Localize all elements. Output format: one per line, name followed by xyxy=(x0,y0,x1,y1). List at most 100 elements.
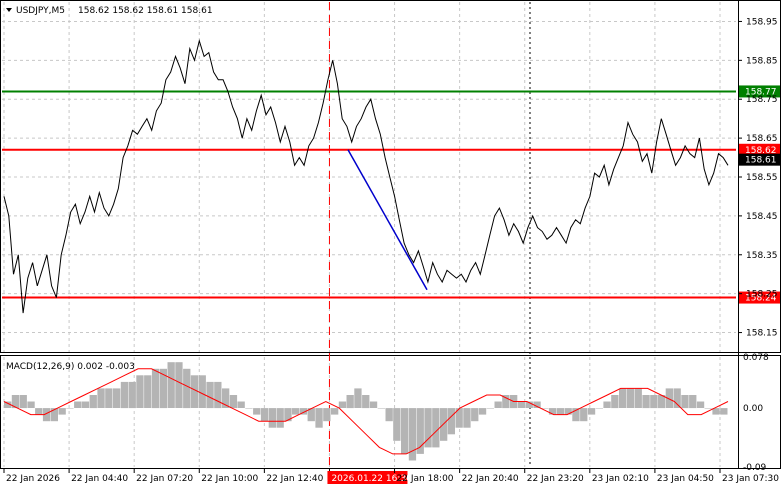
macd-hist-bar xyxy=(167,362,175,408)
macd-hist-bar xyxy=(517,401,526,408)
macd-hist-bar xyxy=(463,408,471,428)
macd-hist-bar xyxy=(268,408,276,428)
macd-hist-bar xyxy=(50,408,58,422)
macd-hist-bar xyxy=(611,395,619,409)
macd-hist-bar xyxy=(432,408,440,448)
macd-hist-bar xyxy=(58,408,66,415)
macd-hist-bar xyxy=(642,395,650,409)
time-label: 22 Jan 20:40 xyxy=(462,474,519,484)
price-series xyxy=(3,39,729,314)
price-tick-label: 158.85 xyxy=(746,56,778,66)
macd-hist-bar xyxy=(120,381,129,409)
macd-tick-label: 0.078 xyxy=(743,353,769,363)
price-line xyxy=(3,39,729,314)
dropdown-triangle-icon[interactable] xyxy=(6,8,12,12)
macd-hist-bar xyxy=(331,408,339,415)
time-label: 22 Jan 12:40 xyxy=(266,474,323,484)
price-levels[interactable]: 158.77 158.62 158.24 158.61 xyxy=(2,85,780,304)
level-label: 158.77 xyxy=(745,87,777,97)
macd-hist-bar xyxy=(66,408,74,409)
macd-hist-bar xyxy=(572,408,580,422)
trend-line[interactable] xyxy=(347,149,428,291)
macd-hist-bar xyxy=(206,381,214,409)
level-label: 158.24 xyxy=(745,294,777,304)
current-price-label: 158.61 xyxy=(745,156,777,166)
macd-hist-bar xyxy=(346,395,354,409)
macd-hist-bar xyxy=(81,401,90,408)
macd-hist-bar xyxy=(471,408,479,422)
macd-hist-bar xyxy=(525,401,533,408)
macd-hist-bar xyxy=(362,395,370,409)
time-label: 23 Jan 07:30 xyxy=(722,474,779,484)
macd-hist-bar xyxy=(97,388,105,408)
macd-hist-bar xyxy=(198,375,206,408)
level-badge xyxy=(739,291,780,304)
macd-hist-bar xyxy=(354,388,362,408)
macd-hist-bar xyxy=(486,408,494,409)
macd-hist-bar xyxy=(665,388,673,408)
macd-hist-bar xyxy=(580,408,588,422)
macd-tick-label: -0.09 xyxy=(743,463,767,473)
macd-hist-bar xyxy=(556,408,564,415)
grid xyxy=(2,2,736,467)
macd-hist-bar xyxy=(323,408,331,422)
macd-hist-bar xyxy=(245,408,253,409)
macd-hist-bar xyxy=(377,408,385,409)
time-label: 22 Jan 23:20 xyxy=(527,474,584,484)
macd-hist-bar xyxy=(494,401,502,408)
macd-hist-bar xyxy=(564,408,572,415)
macd-hist-bar xyxy=(689,395,697,409)
macd-hist-bar xyxy=(626,388,635,408)
macd-hist-bar xyxy=(260,408,269,422)
price-tick-label: 158.15 xyxy=(746,329,778,339)
macd-hist-bar xyxy=(27,401,35,408)
time-label: 22 Jan 2026 xyxy=(6,474,60,484)
price-tick-label: 158.35 xyxy=(746,251,778,261)
price-tick-label: 158.95 xyxy=(746,17,778,27)
macd-hist-bar xyxy=(502,395,510,409)
macd-hist-bar xyxy=(105,388,113,408)
macd-hist-bar xyxy=(299,408,308,415)
macd-hist-bar xyxy=(253,408,261,415)
current-price-badge xyxy=(739,153,780,166)
symbol-label[interactable]: USDJPY,M5 xyxy=(16,6,65,16)
macd-hist-bar xyxy=(595,408,603,409)
macd-hist-bar xyxy=(292,408,300,415)
macd-hist-bar xyxy=(401,408,409,454)
macd-hist-bar xyxy=(533,401,541,408)
time-label: 22 Jan 18:00 xyxy=(397,474,454,484)
macd-hist-bar xyxy=(424,408,432,448)
macd-hist-bar xyxy=(587,408,596,415)
macd-hist-bar xyxy=(42,408,51,422)
macd-hist-bar xyxy=(657,395,666,409)
macd-hist-bar xyxy=(222,388,230,408)
macd-hist-bar xyxy=(276,408,284,428)
axes: 158.95158.85158.75158.65158.55158.45158.… xyxy=(3,17,779,484)
macd-label: MACD(12,26,9) 0.002 -0.003 xyxy=(6,362,135,372)
macd-hist-bar xyxy=(315,408,323,428)
macd-tick-label: 0.00 xyxy=(743,404,763,414)
macd-hist-bar xyxy=(408,408,417,461)
price-tick-label: 158.55 xyxy=(746,173,778,183)
macd-hist-bar xyxy=(159,368,167,409)
macd-hist-bar xyxy=(237,401,245,408)
macd-hist-bar xyxy=(89,395,97,409)
macd-hist-bar xyxy=(214,381,222,409)
macd-hist-bar xyxy=(229,395,238,409)
macd-hist-bar xyxy=(19,395,27,409)
macd-hist-bar xyxy=(385,408,393,422)
macd-hist-bar xyxy=(190,375,199,408)
macd-hist-bar xyxy=(673,388,681,408)
macd-indicator xyxy=(3,362,729,461)
macd-hist-bar xyxy=(136,375,144,408)
price-tick-label: 158.75 xyxy=(746,95,778,105)
macd-hist-bar xyxy=(548,408,557,415)
macd-hist-bar xyxy=(35,408,43,415)
time-label: 23 Jan 04:50 xyxy=(657,474,714,484)
macd-hist-bar xyxy=(284,408,292,422)
macd-hist-bar xyxy=(416,408,424,454)
macd-hist-bar xyxy=(650,395,658,409)
macd-hist-bar xyxy=(478,408,487,415)
